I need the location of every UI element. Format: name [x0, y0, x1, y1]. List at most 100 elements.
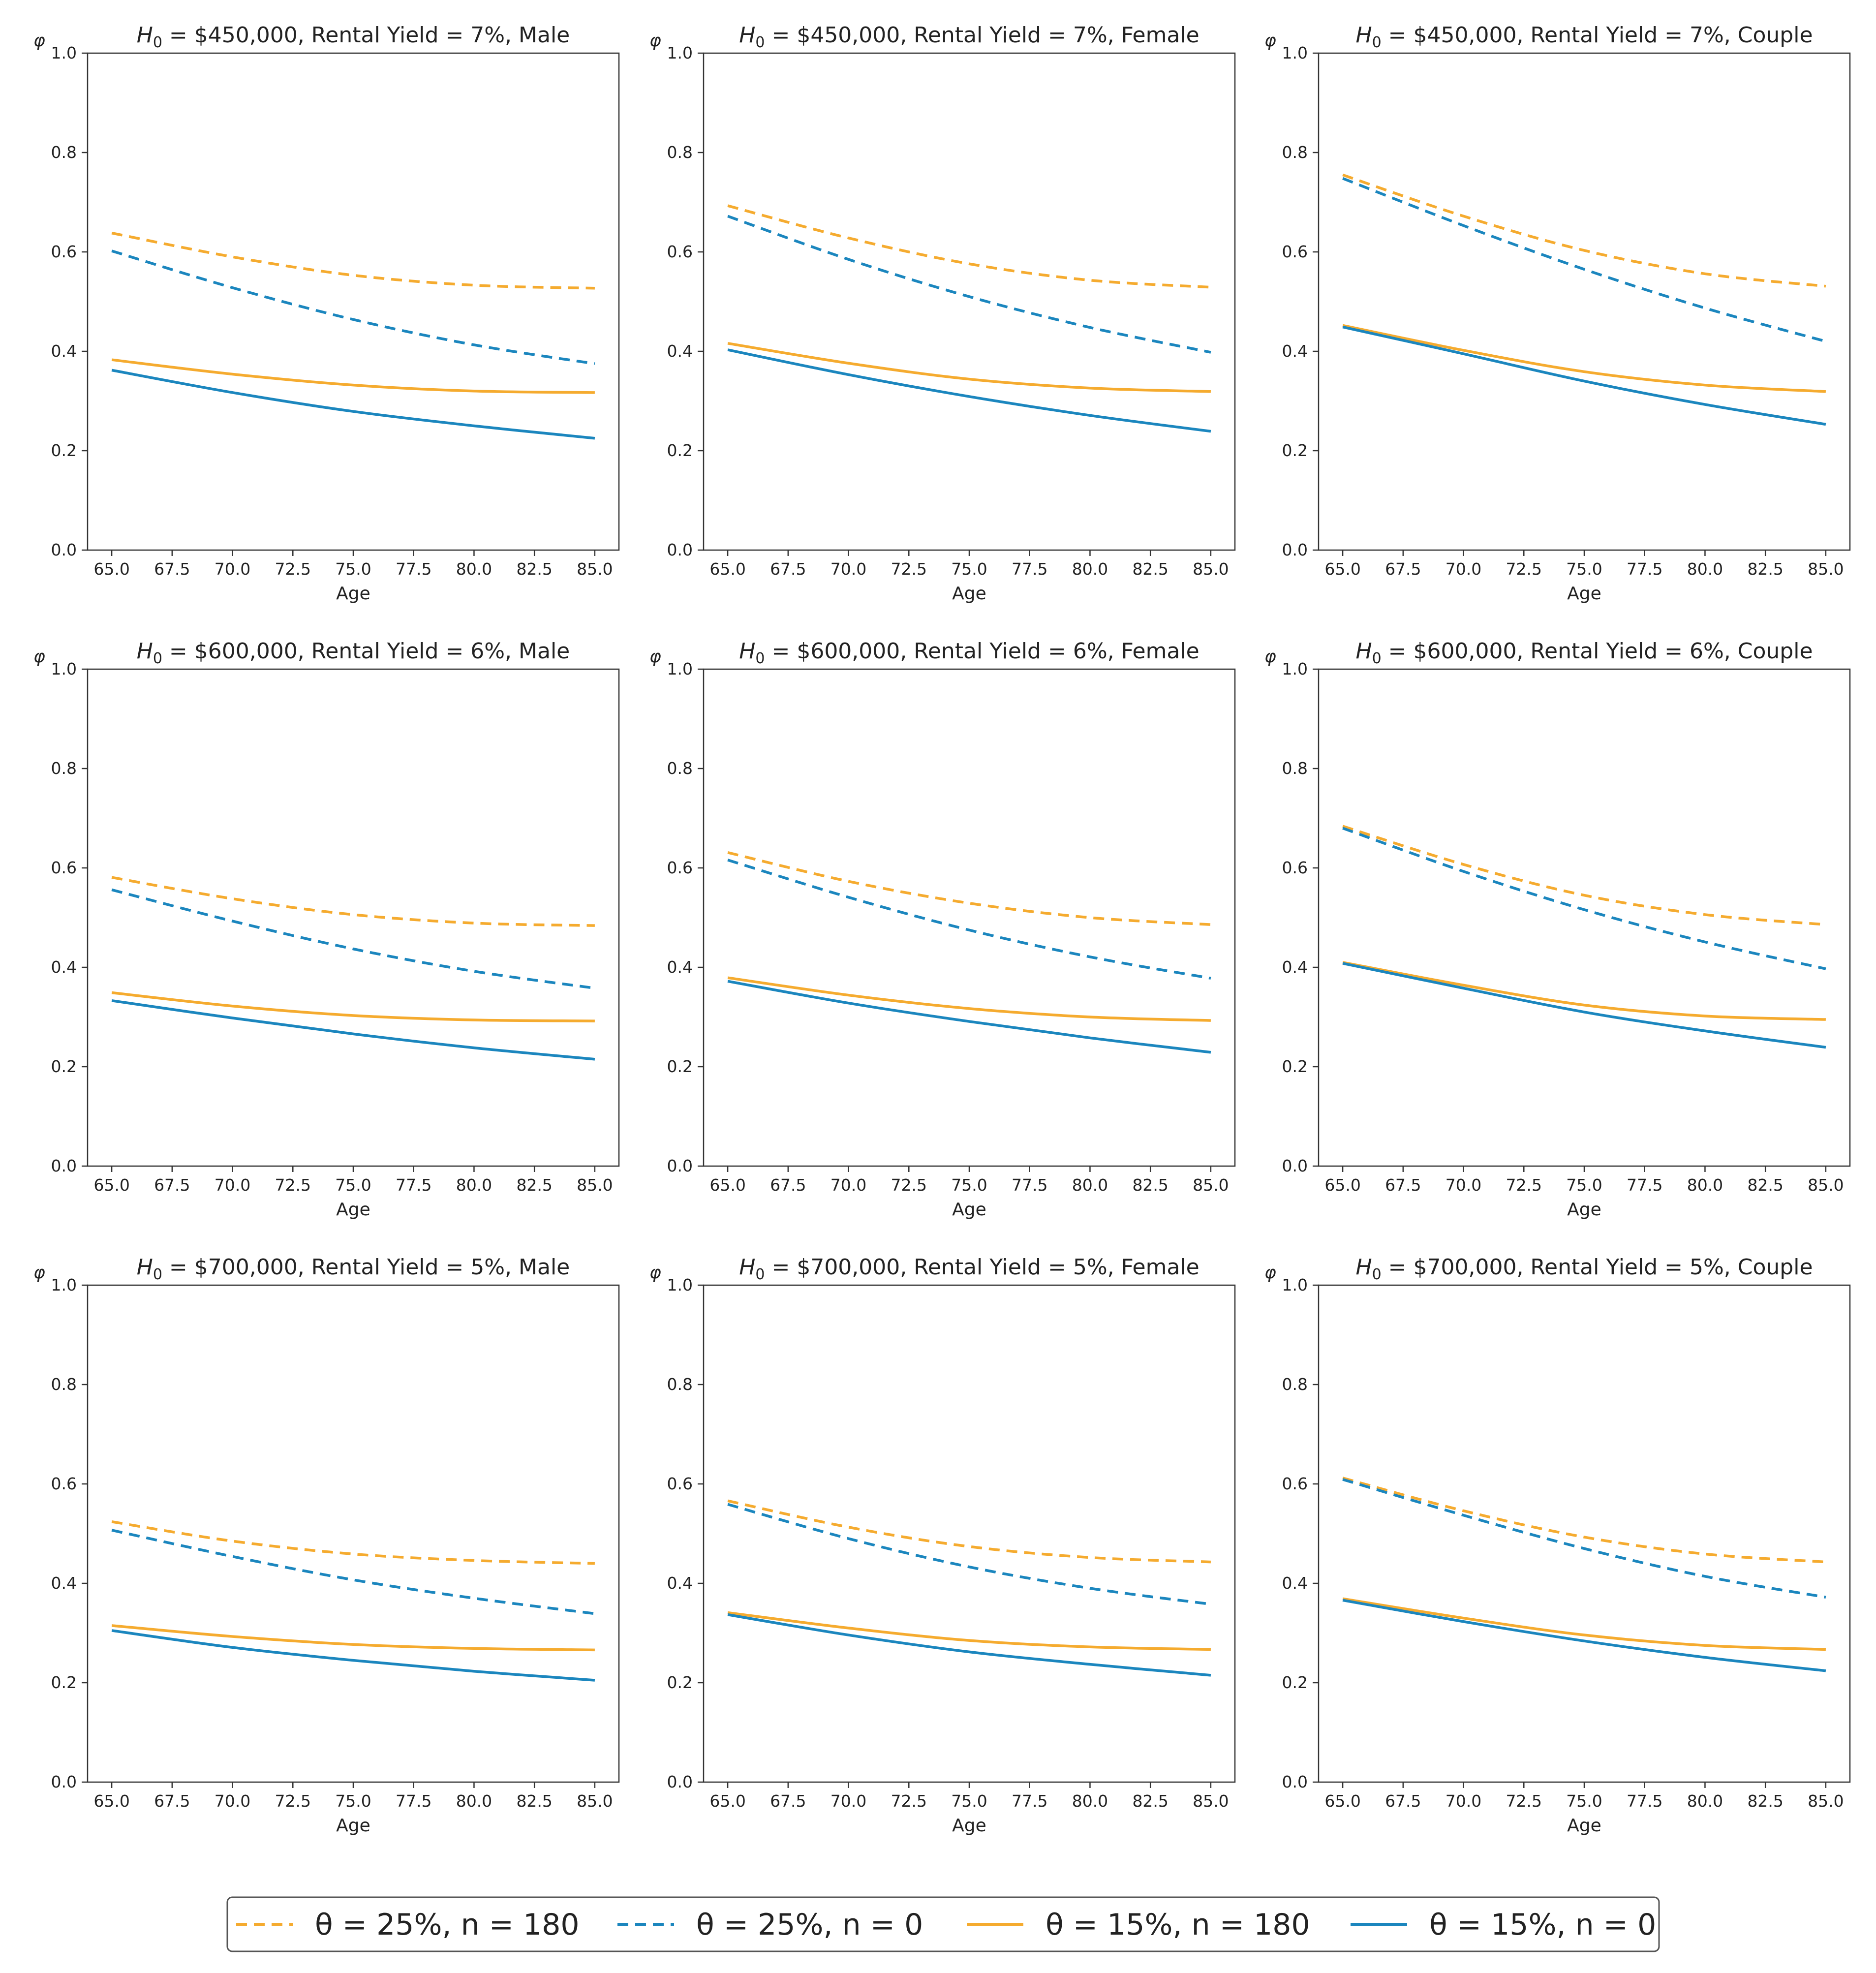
x-tick-label: 80.0: [1072, 559, 1108, 579]
y-tick-label: 0.4: [51, 1573, 77, 1593]
legend-box: [226, 1896, 1660, 1952]
chart-title: H0 = $450,000, Rental Yield = 7%, Male: [137, 23, 570, 51]
chart-panel: H0 = $450,000, Rental Yield = 7%, Male φ A…: [33, 23, 620, 604]
x-tick-label: 65.0: [709, 1175, 745, 1195]
x-axis-label: Age: [336, 1816, 370, 1836]
x-tick-label: 65.0: [93, 1791, 129, 1811]
x-tick-label: 77.5: [1627, 559, 1662, 579]
x-axis-label: Age: [952, 1200, 986, 1220]
x-tick-label: 82.5: [516, 1791, 552, 1811]
y-axis-label: φ: [649, 1263, 661, 1283]
y-tick-label: 0.8: [1282, 143, 1308, 162]
y-tick-label: 0.6: [1282, 1474, 1308, 1493]
x-axis-label: Age: [1567, 584, 1601, 604]
series-line: [111, 1624, 595, 1652]
y-tick-label: 0.6: [51, 858, 77, 877]
x-tick-label: 82.5: [516, 559, 552, 579]
axes-frame: [703, 52, 1236, 551]
x-tick-label: 70.0: [1445, 1175, 1481, 1195]
y-axis-label: φ: [1264, 31, 1276, 51]
y-axis-label: φ: [649, 647, 661, 667]
y-tick-label: 0.2: [1282, 1057, 1308, 1076]
y-axis-label: φ: [33, 1263, 45, 1283]
series-line: [727, 204, 1211, 289]
y-tick-label: 0.4: [51, 341, 77, 361]
legend-label: θ = 25%, n = 180: [315, 1908, 580, 1942]
series-line: [111, 991, 595, 1022]
x-tick-label: 67.5: [1385, 559, 1421, 579]
x-tick-label: 77.5: [1012, 559, 1047, 579]
x-tick-label: 80.0: [1687, 1791, 1723, 1811]
x-tick-label: 77.5: [396, 1791, 431, 1811]
x-tick-label: 82.5: [1747, 1175, 1783, 1195]
x-tick-label: 77.5: [1012, 1791, 1047, 1811]
x-tick-label: 80.0: [456, 1791, 492, 1811]
y-tick-label: 0.6: [51, 1474, 77, 1493]
x-tick-label: 67.5: [770, 559, 806, 579]
y-tick-label: 0.2: [667, 441, 693, 460]
x-tick-label: 65.0: [1324, 559, 1360, 579]
y-tick-label: 0.8: [667, 1375, 693, 1394]
x-tick-label: 67.5: [1385, 1791, 1421, 1811]
y-tick-label: 0.4: [667, 341, 693, 361]
series-line: [727, 342, 1211, 393]
x-tick-label: 65.0: [93, 559, 129, 579]
series-line: [1342, 827, 1826, 970]
panel-grid: H0 = $450,000, Rental Yield = 7%, Male φ A…: [33, 23, 1851, 1836]
x-tick-label: 70.0: [215, 1791, 250, 1811]
x-tick-label: 80.0: [1687, 1175, 1723, 1195]
x-tick-label: 72.5: [1506, 1791, 1542, 1811]
y-tick-label: 0.8: [51, 143, 77, 162]
x-axis-label: Age: [336, 584, 370, 604]
chart-title: H0 = $600,000, Rental Yield = 6%, Male: [137, 639, 570, 667]
x-tick-label: 72.5: [275, 559, 311, 579]
chart-panel: H0 = $450,000, Rental Yield = 7%, Couple…: [1264, 23, 1851, 604]
chart-title: H0 = $700,000, Rental Yield = 5%, Male: [137, 1255, 570, 1283]
x-axis-label: Age: [952, 1816, 986, 1836]
series-line: [111, 369, 595, 440]
axes-frame: [87, 668, 620, 1167]
x-tick-label: 85.0: [1193, 1791, 1229, 1811]
x-tick-label: 72.5: [891, 1175, 927, 1195]
series-line: [727, 348, 1211, 433]
y-tick-label: 1.0: [667, 1275, 693, 1295]
y-tick-label: 0.6: [667, 242, 693, 261]
chart-panel: H0 = $450,000, Rental Yield = 7%, Female…: [649, 23, 1236, 604]
series-line: [111, 1520, 595, 1565]
series-line: [111, 249, 595, 365]
y-axis-label: φ: [1264, 1263, 1276, 1283]
series-line: [1342, 961, 1826, 1021]
y-axis-label: φ: [1264, 647, 1276, 667]
x-tick-label: 72.5: [891, 1791, 927, 1811]
y-tick-label: 0.6: [1282, 242, 1308, 261]
series-line: [111, 888, 595, 990]
x-tick-label: 82.5: [516, 1175, 552, 1195]
x-tick-label: 75.0: [335, 1175, 371, 1195]
series-line: [727, 976, 1211, 1022]
series-line: [1342, 1477, 1826, 1564]
y-tick-label: 0.4: [1282, 957, 1308, 977]
x-tick-label: 65.0: [1324, 1175, 1360, 1195]
axes-frame: [87, 1284, 620, 1783]
x-tick-label: 70.0: [1445, 1791, 1481, 1811]
x-tick-label: 80.0: [1072, 1175, 1108, 1195]
series-line: [727, 859, 1211, 980]
y-axis-label: φ: [33, 31, 45, 51]
chart-title: H0 = $450,000, Rental Yield = 7%, Couple: [1355, 23, 1813, 51]
y-tick-label: 0.4: [1282, 341, 1308, 361]
x-tick-label: 85.0: [577, 1791, 613, 1811]
y-tick-label: 1.0: [667, 659, 693, 678]
x-tick-label: 65.0: [1324, 1791, 1360, 1811]
y-tick-label: 0.8: [667, 759, 693, 778]
x-tick-label: 67.5: [154, 1791, 190, 1811]
y-tick-label: 0.8: [667, 143, 693, 162]
x-tick-label: 70.0: [215, 559, 250, 579]
x-tick-label: 72.5: [1506, 559, 1542, 579]
legend: θ = 25%, n = 180 θ = 25%, n = 0 θ = 15%, n…: [226, 1896, 1660, 1952]
chart-title: H0 = $600,000, Rental Yield = 6%, Couple: [1355, 639, 1813, 667]
y-tick-label: 1.0: [1282, 43, 1308, 62]
x-tick-label: 82.5: [1132, 559, 1168, 579]
y-tick-label: 0.0: [1282, 540, 1308, 559]
x-axis-label: Age: [1567, 1816, 1601, 1836]
y-tick-label: 0.6: [1282, 858, 1308, 877]
